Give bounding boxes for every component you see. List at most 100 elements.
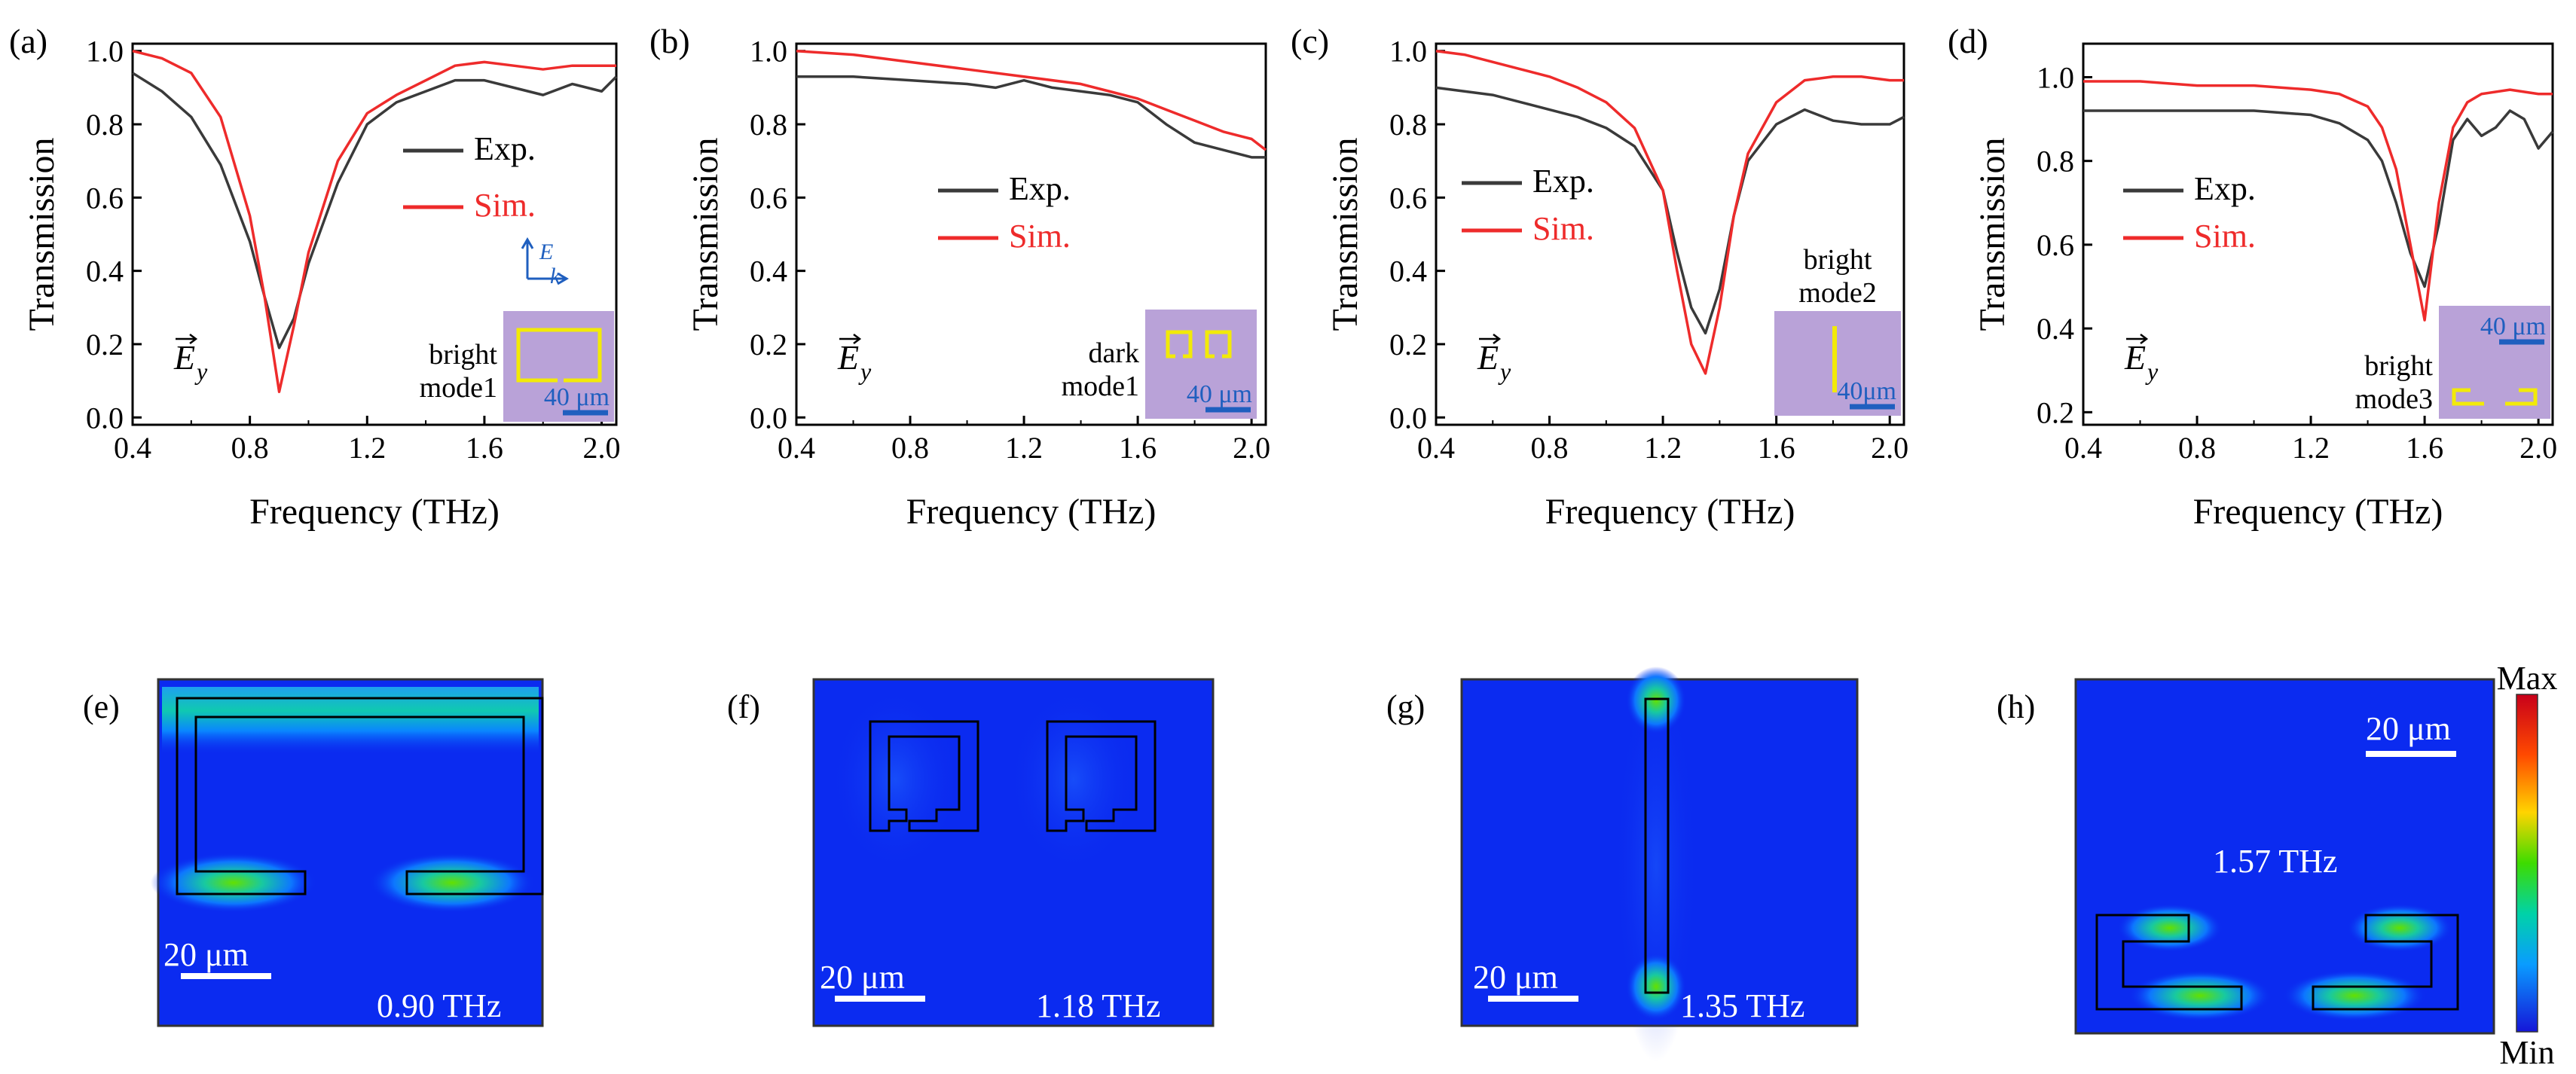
legend-label: Sim. (1532, 210, 1594, 247)
y-tick-label: 0.2 (2037, 395, 2074, 429)
panel-label: (d) (1948, 22, 1988, 60)
panel-label: (c) (1291, 22, 1329, 60)
y-axis-label: Transmission (1325, 138, 1365, 331)
inset-mode-label: bright (429, 339, 497, 371)
scale-bar (2366, 751, 2456, 757)
field-subscript: y (858, 358, 872, 385)
scale-label: 20 μm (163, 936, 249, 973)
y-tick-label: 0.8 (750, 108, 787, 142)
transmission-charts: (a)0.4 0.8 1.2 1.6 2.00.00.20.40.60.81.0Freq… (9, 22, 2557, 532)
field-hotspot (2347, 904, 2452, 952)
vector-arrow-icon (2126, 334, 2149, 344)
y-tick-label: 0.4 (86, 255, 124, 288)
x-tick-label: 2.0 (1233, 431, 1270, 465)
frequency-label: 1.18 THz (1036, 987, 1160, 1024)
inset-scale-label: 40μm (1837, 377, 1896, 405)
y-tick-label: 0.2 (750, 328, 787, 362)
x-tick-label: 1.6 (1119, 431, 1157, 465)
scale-bar (835, 996, 925, 1002)
field-map-g: (g) 20 μm 1.35 THz (1386, 667, 1859, 1062)
field-hotspot (1626, 953, 1686, 1021)
inset-mode-label: bright (2364, 350, 2433, 382)
field-map-h: (h) 20 μm 1.57 THz (1997, 678, 2495, 1035)
resonator-outline (1644, 697, 1670, 994)
x-tick-label: 1.2 (1005, 431, 1043, 465)
x-tick-label: 1.2 (348, 431, 386, 465)
x-tick-label: 0.4 (2064, 431, 2102, 465)
y-axis-label: Transmission (686, 138, 726, 331)
legend-label: Exp. (1009, 170, 1071, 207)
inset-scale-label: 40 μm (2480, 313, 2546, 340)
resonator-outline (176, 697, 544, 896)
vector-arrow-icon (176, 334, 198, 344)
resonator-outline (1046, 720, 1157, 832)
k-vector-icon: k (550, 264, 561, 288)
y-axis-label: Transmission (1972, 138, 2012, 331)
y-tick-label: 1.0 (2037, 60, 2074, 94)
y-tick-label: 1.0 (1389, 35, 1427, 69)
resonator-outline (869, 720, 979, 832)
field-subscript: y (1498, 358, 1511, 385)
resonator-shape-icon (516, 328, 602, 383)
series-line-exp (2083, 109, 2554, 288)
inset-mode-label: mode3 (2355, 383, 2433, 415)
field-label: E (837, 338, 859, 377)
x-axis-label: Frequency (THz) (2193, 492, 2443, 532)
series-line-sim (132, 50, 616, 393)
y-tick-label: 1.0 (750, 35, 787, 69)
scale-bar (1488, 996, 1578, 1002)
inset-mode-label: mode1 (420, 372, 497, 404)
y-tick-label: 0.6 (1389, 181, 1427, 215)
y-tick-label: 0.0 (1389, 401, 1427, 435)
x-axis-label: Frequency (THz) (249, 492, 500, 532)
panel-label: (b) (649, 22, 690, 60)
coordinate-axes-icon (521, 237, 569, 285)
x-axis-label: Frequency (THz) (1545, 492, 1795, 532)
frequency-label: 1.35 THz (1680, 987, 1804, 1024)
y-tick-label: 0.8 (1389, 108, 1427, 142)
e-vector-icon: E (539, 240, 553, 264)
series-line-sim (796, 49, 1267, 151)
panel-label: (e) (83, 688, 120, 725)
plot-frame (2082, 42, 2554, 426)
y-tick-label: 0.6 (2037, 228, 2074, 262)
x-axis-label: Frequency (THz) (906, 492, 1157, 532)
panel-label: (a) (9, 22, 47, 60)
colorbar-gradient (2516, 694, 2538, 1033)
field-hotspot (2283, 970, 2426, 1021)
chart-b: (b) 0.4 0.8 1.2 1.6 2.0 0.0 0.2 0.4 0.6 0.8 1.0 Freq… (649, 22, 1270, 532)
y-tick-label: 0.4 (750, 255, 787, 288)
y-tick-label: 0.0 (86, 401, 124, 435)
colorbar: Max Min (2497, 660, 2558, 1071)
x-tick-label: 1.2 (1644, 431, 1682, 465)
x-tick-label: 0.4 (114, 431, 151, 465)
x-tick-label: 1.6 (1758, 431, 1795, 465)
x-tick-label: 1.6 (466, 431, 503, 465)
field-label: E (1477, 338, 1499, 377)
colorbar-min-label: Min (2499, 1034, 2554, 1071)
field-hotspot (831, 689, 959, 870)
scale-label: 20 μm (820, 959, 905, 996)
vector-arrow-icon (1479, 334, 1502, 344)
field-hotspot (1626, 667, 1686, 734)
scale-bar (181, 973, 271, 979)
inset-mode-label: bright (1804, 244, 1872, 276)
inset-mode-label: mode1 (1062, 371, 1139, 402)
y-tick-label: 0.6 (750, 181, 787, 215)
x-tick-label: 0.4 (778, 431, 815, 465)
y-axis-label: Transmission (22, 138, 62, 331)
y-tick-label: 0.8 (2037, 145, 2074, 178)
legend-label: Exp. (1532, 163, 1594, 200)
field-hotspot (1010, 689, 1138, 870)
x-tick-label: 0.8 (1531, 431, 1569, 465)
field-map-e: (e) 20 μm 0.90 THz (83, 678, 544, 1027)
resonator-shape-icon (1205, 330, 1232, 359)
legend-label: Sim. (474, 187, 536, 224)
y-tick-label: 0.6 (86, 181, 124, 215)
x-tick-label: 1.6 (2406, 431, 2443, 465)
plot-frame (1435, 42, 1905, 426)
resonator-shape-icon (2452, 388, 2484, 406)
field-hotspot (151, 853, 316, 913)
x-tick-label: 0.8 (231, 431, 269, 465)
x-tick-label: 2.0 (2519, 431, 2557, 465)
